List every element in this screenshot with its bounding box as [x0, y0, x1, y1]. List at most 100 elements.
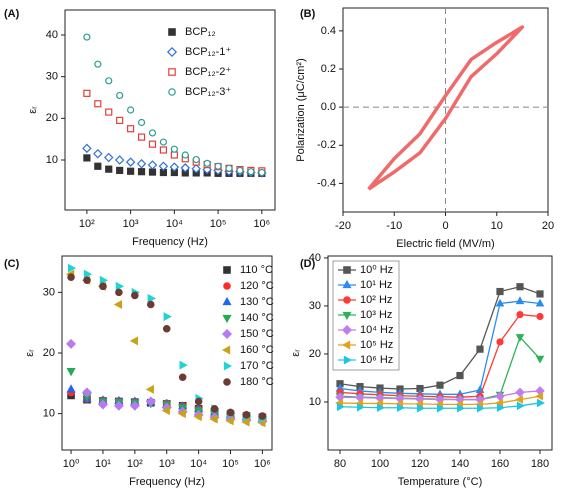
y-axis-label: εᵣ [27, 106, 39, 114]
marker [161, 406, 170, 416]
marker [496, 287, 504, 296]
legend-label: 150 °C [240, 328, 274, 340]
legend-marker [166, 46, 178, 58]
legend-marker [341, 324, 353, 336]
marker [83, 154, 91, 162]
panel-label: (C) [4, 258, 20, 270]
legend-marker [343, 266, 351, 274]
marker [193, 412, 202, 422]
marker [177, 409, 186, 419]
marker [113, 299, 123, 310]
y-tick-label: 0.0 [321, 101, 336, 113]
marker [194, 397, 203, 406]
marker [159, 138, 168, 146]
marker [94, 162, 102, 170]
legend-marker [342, 279, 352, 289]
marker [191, 164, 201, 174]
legend-label: BCP₁₂-2⁺ [185, 66, 231, 78]
y-tick-label: 30 [309, 300, 321, 312]
legend-marker [343, 355, 353, 365]
legend-label: 160 °C [240, 344, 274, 356]
y-tick-label: 30 [46, 71, 58, 83]
marker [116, 91, 124, 100]
plot-frame [64, 9, 276, 211]
marker [496, 338, 504, 346]
legend-label: 10³ Hz [360, 309, 392, 321]
marker [477, 403, 485, 413]
x-tick-label: 10⁶ [253, 218, 270, 230]
y-tick-label: 0.2 [321, 63, 336, 75]
marker [180, 163, 191, 173]
y-tick-label: 20 [309, 348, 321, 360]
marker [116, 166, 124, 175]
marker [497, 403, 505, 413]
marker [131, 291, 139, 300]
legend-marker [221, 345, 231, 355]
marker [148, 140, 157, 148]
legend-label: 10² Hz [360, 294, 392, 306]
legend-label: 180 °C [240, 376, 274, 388]
marker [148, 168, 157, 176]
marker [241, 417, 250, 427]
marker [515, 387, 525, 398]
y-tick-label: 10 [43, 408, 55, 420]
marker [226, 408, 235, 417]
marker [225, 416, 234, 426]
plot-frame [327, 255, 553, 451]
x-tick-label: 10⁵ [222, 458, 239, 470]
marker [536, 398, 545, 408]
marker [129, 336, 138, 346]
legend-label: 110 °C [240, 264, 273, 276]
marker [536, 290, 544, 298]
y-axis-label: εᵣ [290, 349, 302, 357]
marker [515, 296, 525, 305]
legend-marker [221, 328, 233, 340]
y-axis-label: εᵣ [24, 349, 36, 357]
marker [357, 402, 365, 412]
marker [495, 298, 505, 307]
x-axis-label: Electric field (MV/m) [396, 238, 494, 250]
y-tick-label: 40 [46, 29, 58, 41]
marker [99, 282, 107, 291]
marker [536, 312, 544, 321]
x-tick-label: 10³ [123, 218, 139, 230]
legend-marker [342, 311, 352, 321]
marker [225, 164, 233, 172]
y-tick-label: 10 [309, 396, 321, 408]
legend-label: 10¹ Hz [360, 279, 392, 291]
y-tick-label: 30 [43, 286, 55, 298]
marker [83, 89, 91, 97]
marker [535, 355, 545, 364]
marker [214, 162, 222, 170]
marker [127, 167, 135, 175]
x-tick-label: 10³ [159, 458, 175, 470]
marker [247, 168, 255, 176]
marker [137, 118, 146, 127]
legend-label: BCP₁₂-1⁺ [185, 46, 231, 58]
marker [81, 387, 93, 398]
legend-marker [222, 296, 232, 306]
marker [397, 403, 405, 413]
marker [136, 159, 147, 169]
marker [258, 412, 267, 420]
data-line [367, 25, 525, 191]
marker [137, 133, 146, 141]
panel-label: (A) [4, 8, 20, 20]
marker [147, 160, 158, 170]
marker [115, 281, 124, 291]
legend-label: BCP₁₂ [185, 26, 216, 38]
marker [148, 129, 157, 137]
marker [209, 414, 218, 424]
x-tick-label: 160 [491, 458, 509, 470]
marker [83, 269, 93, 279]
legend-label: 140 °C [240, 312, 274, 324]
marker [129, 400, 140, 411]
y-tick-label: -0.2 [317, 139, 336, 151]
marker [242, 411, 251, 419]
y-tick-label: 0.4 [321, 25, 336, 37]
marker [83, 33, 91, 41]
x-axis-label: Frequency (Hz) [129, 476, 205, 488]
x-axis-label: Temperature (°C) [398, 476, 482, 488]
x-tick-label: 140 [451, 458, 469, 470]
marker [67, 263, 77, 273]
